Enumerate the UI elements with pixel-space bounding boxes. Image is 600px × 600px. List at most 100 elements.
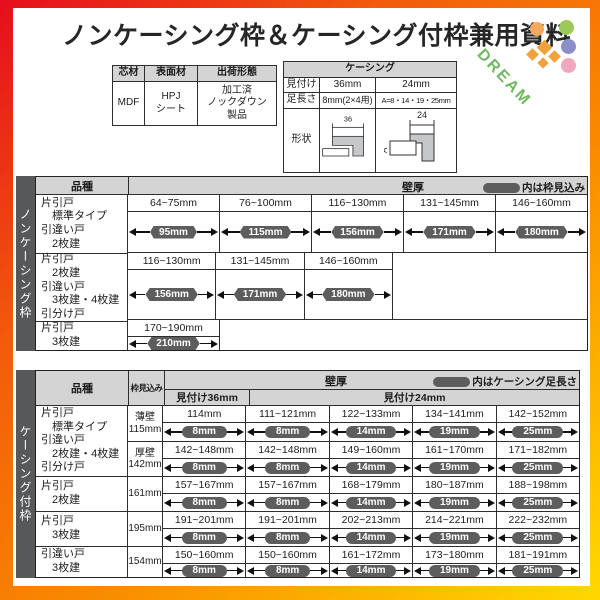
legend-frame-depth: 内は枠見込み [483, 180, 585, 195]
dimension-arrow: 14mm [330, 564, 412, 577]
wall-thickness-cell: 116~130mm 156mm [128, 253, 217, 319]
wall-thickness-cell: 222~232mm 25mm [496, 512, 580, 546]
product-type: 片引戸 2枚建 引違い戸 3枚建・4枚建 引分け戸 [36, 253, 127, 322]
dimension-arrow: 8mm [246, 529, 328, 546]
arrowhead-right-icon [237, 463, 245, 472]
arrowhead-left-icon [217, 290, 225, 299]
wall-thickness-cell: 150~160mm 8mm [246, 547, 330, 577]
arrowhead-left-icon [497, 428, 505, 436]
wall-thickness-cell: 191~201mm 8mm [246, 512, 330, 546]
brand-logo: DREAM [474, 16, 592, 126]
arrowhead-left-icon [497, 498, 505, 507]
wall-thickness-range: 157~167mm [246, 477, 329, 494]
dimension-arrow: 14mm [330, 423, 412, 441]
svg-text:36: 36 [343, 115, 351, 124]
legend-pill-icon [483, 182, 520, 193]
casing-leg-pill: 8mm [181, 426, 227, 438]
dimension-arrow: 115mm [220, 212, 311, 252]
material-spec-table: 芯材 表面材 出荷形態 MDF HPJ シート 加工済 ノックダウン 製品 [112, 65, 277, 126]
arrowhead-left-icon [497, 533, 505, 542]
arrowhead-right-icon [395, 228, 402, 237]
header-product-type: 品種 [36, 177, 129, 194]
wall-thickness-range: 142~148mm [246, 442, 329, 459]
arrowhead-right-icon [320, 428, 328, 436]
casing-leg-pill: 14mm [345, 461, 397, 474]
wall-range-row: 116~130mm 156mm 131~145mm 171mm 146~160m… [128, 253, 393, 319]
logo-dot-violet [561, 39, 576, 54]
wall-thickness-cell: 122~133mm 14mm [329, 406, 414, 441]
product-type: 片引戸 3枚建 [41, 322, 81, 348]
casing-leg-pill: 19mm [428, 426, 480, 438]
wall-thickness-range: 64~75mm [128, 195, 219, 212]
ashinaga-36: 8mm(2×4用) [319, 92, 376, 109]
logo-diamond-icon [548, 50, 561, 63]
dimension-arrow: 180mm [496, 212, 587, 252]
dimension-arrow: 14mm [330, 529, 412, 546]
svg-text:A: A [384, 147, 389, 153]
casing-leg-pill: 25mm [512, 564, 564, 577]
wall-thickness-range: 191~201mm [163, 512, 246, 529]
product-type: 片引戸 標準タイプ 引違い戸 2枚建・4枚建 引分け戸 [36, 406, 127, 477]
casing-leg-pill: 25mm [512, 496, 564, 509]
arrowhead-left-icon [414, 566, 422, 575]
wall-thickness-range: 181~191mm [496, 547, 580, 564]
dimension-arrow: 95mm [128, 212, 219, 252]
wall-range-row: 191~201mm 8mm 191~201mm 8mm 202~213mm 14… [163, 512, 580, 546]
ashinaga-label: 足長さ [283, 92, 320, 109]
dimension-arrow: 8mm [246, 423, 328, 441]
arrowhead-left-icon [330, 498, 338, 507]
legend-text: 内は枠見込み [522, 182, 585, 194]
dimension-arrow: 171mm [216, 270, 303, 319]
wall-thickness-range: 202~213mm [329, 512, 413, 529]
spec-header-core: 芯材 [112, 65, 145, 82]
frame-depth-value: 厚壁 142mm [128, 442, 163, 476]
wall-thickness-cell: 180~187mm 19mm [413, 477, 497, 511]
arrowhead-left-icon [405, 228, 412, 237]
spec-value-core: MDF [112, 81, 145, 126]
wall-thickness-range: 150~160mm [163, 547, 246, 564]
casing-leg-pill: 19mm [428, 564, 480, 577]
wall-thickness-cell: 161~170mm 19mm [413, 442, 497, 476]
frame-depth-pill: 156mm [145, 288, 198, 302]
arrowhead-left-icon [247, 498, 255, 507]
wall-thickness-range: 146~160mm [496, 195, 587, 212]
dimension-arrow: 25mm [497, 423, 579, 441]
spec-header-shipping: 出荷形態 [197, 65, 277, 82]
wall-thickness-cell: 150~160mm 8mm [163, 547, 247, 577]
wall-thickness-range: 146~160mm [304, 253, 392, 271]
header-wall-thickness: 壁厚 [402, 182, 424, 194]
frame-depth-value: 195mm [128, 512, 163, 546]
arrowhead-left-icon [414, 463, 422, 472]
dimension-arrow: 14mm [330, 494, 412, 511]
wall-thickness-cell: 134~141mm 19mm [413, 406, 497, 441]
arrowhead-right-icon [487, 533, 495, 542]
arrowhead-right-icon [487, 463, 495, 472]
header-frame-depth: 枠見込み [129, 371, 165, 405]
profile-diagram-36: 36 8 [316, 108, 376, 173]
casing-spec-table: ケーシング 見付け 36mm 24mm 足長さ 8mm(2×4用) A=8・14… [283, 61, 457, 173]
arrowhead-right-icon [295, 290, 303, 299]
dimension-arrow: 8mm [163, 529, 245, 546]
dimension-arrow: 8mm [246, 494, 328, 511]
dimension-arrow: 8mm [163, 564, 245, 577]
non-casing-frame-table: ノンケーシング枠 品種 壁厚 内は枠見込み 片引戸 標準タイプ 引違い戸 2枚建… [16, 176, 588, 351]
svg-text:8: 8 [321, 152, 323, 156]
logo-diamond-icon [537, 57, 549, 69]
wall-thickness-range: 170~190mm [128, 320, 219, 337]
header-mitsuke-24: 見付け24mm [383, 392, 446, 404]
legend-text: 内はケーシング足長さ [472, 376, 577, 388]
casing-leg-pill: 8mm [181, 531, 227, 544]
dimension-arrow: 25mm [497, 459, 579, 476]
arrowhead-right-icon [320, 498, 328, 507]
dimension-arrow: 19mm [413, 459, 495, 476]
dimension-arrow: 19mm [413, 529, 495, 546]
wall-thickness-cell: 202~213mm 14mm [329, 512, 414, 546]
arrowhead-left-icon [129, 339, 136, 348]
wall-thickness-range: 161~170mm [413, 442, 496, 459]
dimension-arrow: 180mm [305, 270, 392, 319]
frame-depth-pill: 180mm [515, 225, 568, 239]
wall-thickness-range: 222~232mm [496, 512, 580, 529]
wall-thickness-cell: 161~172mm 14mm [329, 547, 414, 577]
casing-leg-pill: 19mm [428, 461, 480, 474]
wall-thickness-cell: 146~160mm 180mm [304, 253, 392, 319]
